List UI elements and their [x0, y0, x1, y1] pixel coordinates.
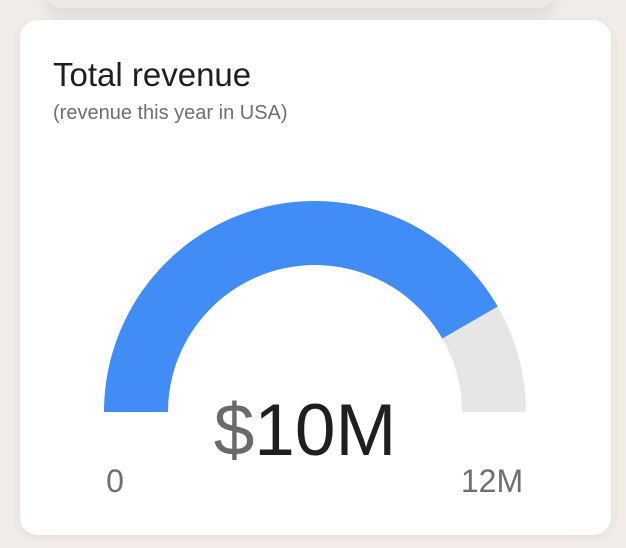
gauge-value-fill — [104, 201, 498, 412]
revenue-gauge: $10M 0 12M — [104, 201, 526, 499]
background-card — [45, 0, 555, 8]
gauge-min-label: 0 — [106, 463, 124, 499]
revenue-gauge-card: Total revenue (revenue this year in USA)… — [20, 20, 611, 535]
gauge-value-main: 10M — [254, 390, 396, 471]
gauge-max-label: 12M — [461, 463, 523, 499]
chart-subtitle: (revenue this year in USA) — [53, 102, 288, 124]
chart-title: Total revenue — [53, 56, 252, 93]
gauge-value: $10M — [214, 390, 397, 471]
gauge-value-prefix: $ — [214, 390, 255, 471]
